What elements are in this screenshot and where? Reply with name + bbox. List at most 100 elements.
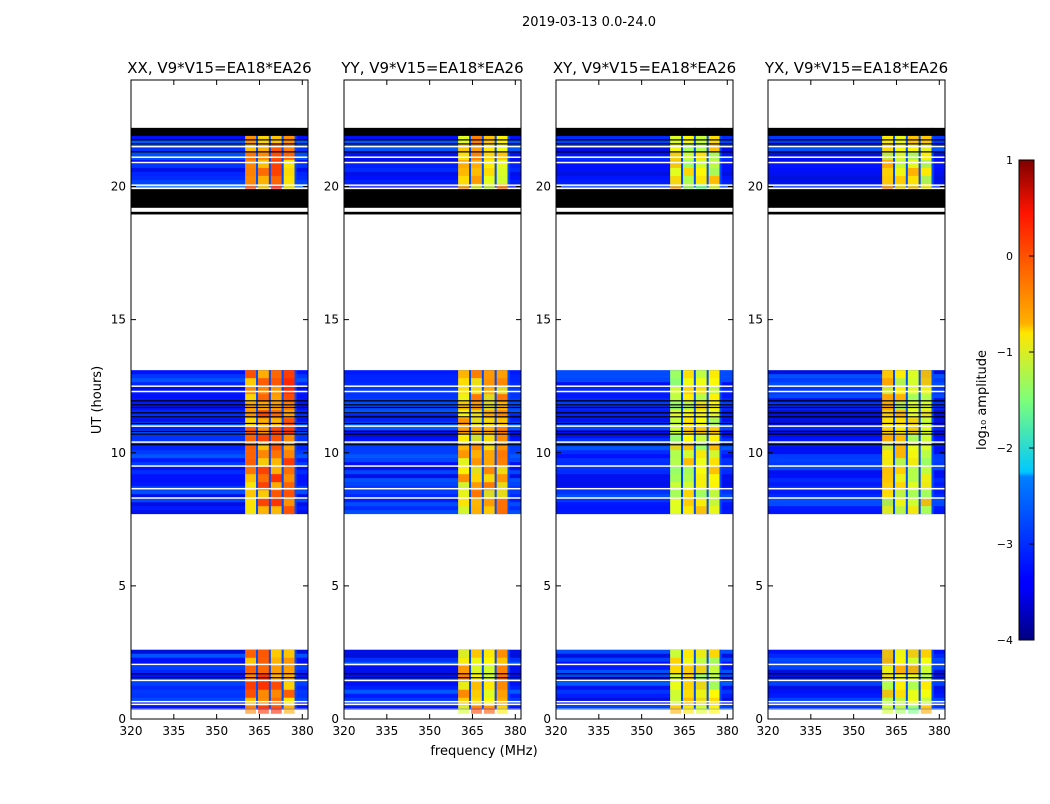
noise-row [131, 454, 308, 459]
noise-row [131, 434, 308, 439]
band-texture [245, 665, 257, 674]
flag-line-white [556, 497, 733, 499]
band-texture [907, 410, 919, 419]
flag-line-white [131, 390, 308, 393]
noise-row [556, 179, 733, 184]
x-tick-label: 365 [461, 724, 484, 738]
band-texture [258, 183, 269, 192]
flag-line-black [556, 143, 733, 145]
band-texture [683, 490, 694, 499]
band-texture [483, 378, 495, 387]
panel-title: XY, V9*V15=EA18*EA26 [553, 59, 736, 77]
noise-row [768, 705, 945, 710]
flag-line-white [768, 663, 945, 666]
noise-row [131, 163, 308, 168]
band-texture [882, 705, 894, 714]
band-texture [882, 450, 894, 459]
flag-line-white [556, 425, 733, 427]
flag-line-white [556, 487, 733, 490]
band-texture [882, 689, 894, 698]
noise-row [556, 139, 733, 144]
band-texture [882, 386, 894, 395]
band-texture [683, 410, 694, 419]
band-texture [907, 649, 919, 658]
flagged-block [344, 127, 521, 136]
noise-row [131, 478, 308, 483]
band-texture [283, 151, 295, 160]
band-texture [907, 474, 919, 483]
band-texture [907, 151, 919, 160]
noise-row [344, 458, 521, 463]
band-texture [670, 143, 682, 152]
band-texture [471, 665, 482, 674]
band-texture [708, 159, 720, 168]
noise-row [768, 482, 945, 487]
flag-line-black [768, 143, 945, 145]
band-texture [708, 418, 720, 427]
band-texture [895, 386, 906, 395]
band-texture [920, 175, 932, 184]
band-texture [882, 649, 894, 658]
band-texture [907, 426, 919, 435]
band-texture [895, 426, 906, 435]
band-texture [670, 490, 682, 499]
noise-row [344, 163, 521, 168]
band-texture [471, 418, 482, 427]
noise-row [768, 438, 945, 443]
noise-row [768, 179, 945, 184]
band-texture [920, 386, 932, 395]
band-texture [245, 386, 257, 395]
band-texture [683, 183, 694, 192]
band-texture [283, 143, 295, 152]
band-texture [895, 458, 906, 467]
noise-row [344, 430, 521, 435]
band-texture [270, 474, 282, 483]
band-texture [683, 450, 694, 459]
band-texture [483, 402, 495, 411]
band-texture [245, 378, 257, 387]
band-texture [670, 151, 682, 160]
flag-line-black [768, 416, 945, 418]
band-texture [471, 434, 482, 443]
band-texture [458, 689, 470, 698]
band-texture [245, 490, 257, 499]
noise-row [344, 693, 521, 698]
band-texture [483, 474, 495, 483]
band-texture [882, 434, 894, 443]
band-texture [483, 370, 495, 379]
band-texture [283, 434, 295, 443]
band-texture [907, 394, 919, 403]
noise-row [344, 689, 521, 694]
band-texture [882, 175, 894, 184]
band-texture [471, 402, 482, 411]
band-texture [245, 474, 257, 483]
noise-row [556, 175, 733, 180]
noise-row [131, 653, 308, 658]
band-texture [882, 482, 894, 491]
band-texture [458, 410, 470, 419]
colorbar-tick-label: −1 [997, 346, 1013, 359]
band-texture [683, 394, 694, 403]
band-texture [496, 402, 508, 411]
band-texture [258, 378, 269, 387]
flag-line-black [131, 151, 308, 153]
colorbar-tick-label: −3 [997, 538, 1013, 551]
band-texture [670, 378, 682, 387]
band-texture [483, 175, 495, 184]
noise-row [768, 183, 945, 188]
band-texture [683, 386, 694, 395]
band-texture [270, 434, 282, 443]
flag-line-black [556, 444, 733, 446]
band-texture [458, 665, 470, 674]
band-texture [920, 442, 932, 451]
noise-row [768, 454, 945, 459]
band-texture [270, 665, 282, 674]
band-texture [496, 689, 508, 698]
band-texture [708, 490, 720, 499]
band-texture [458, 705, 470, 714]
band-texture [245, 402, 257, 411]
flag-line-black [344, 422, 521, 425]
noise-row [344, 649, 521, 654]
x-tick-label: 380 [504, 724, 527, 738]
band-texture [920, 689, 932, 698]
